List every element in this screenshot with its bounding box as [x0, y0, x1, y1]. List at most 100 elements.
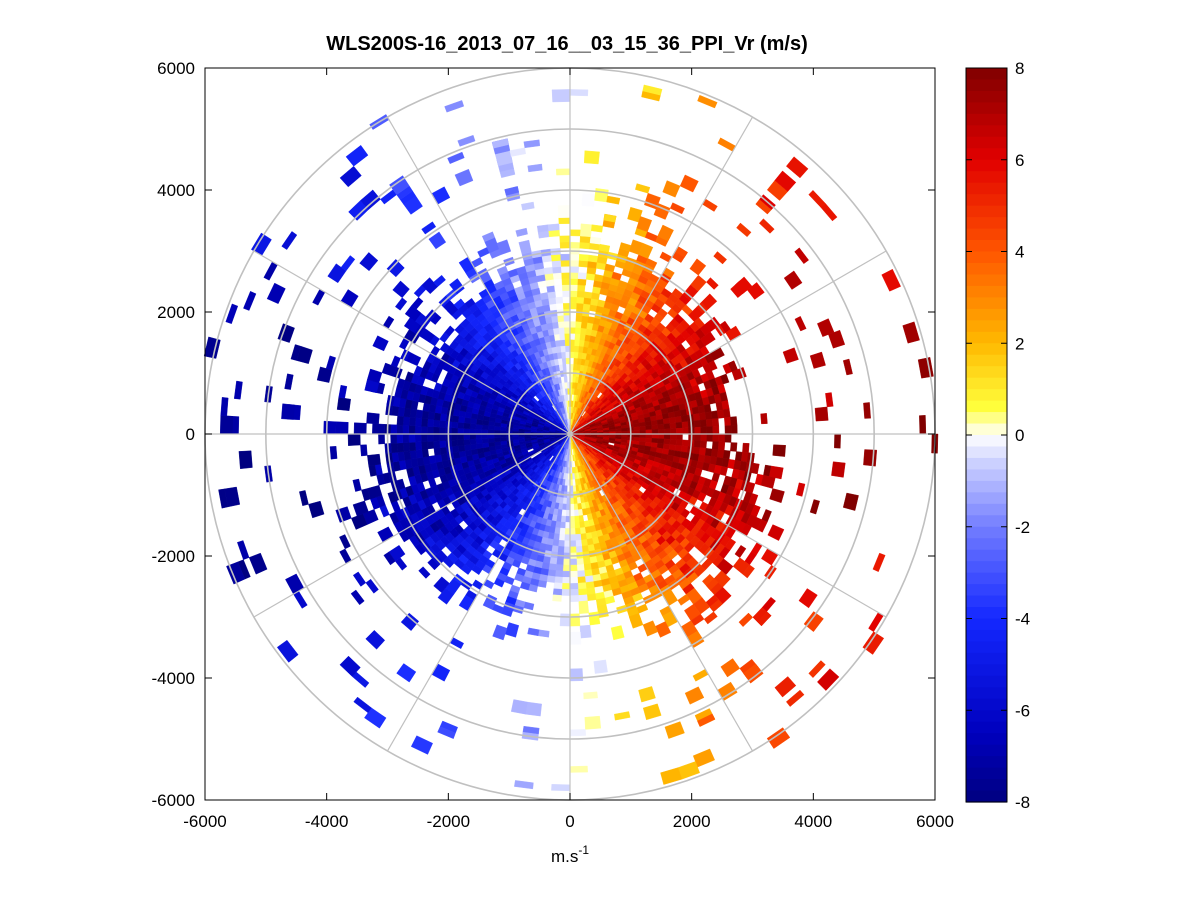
velocity-cell [668, 417, 677, 424]
velocity-cell [583, 150, 600, 165]
colorbar-segment [966, 308, 1007, 321]
velocity-cell [569, 235, 581, 243]
velocity-cell [439, 420, 447, 428]
velocity-cell [233, 380, 243, 400]
velocity-cell [645, 433, 653, 439]
velocity-cell [420, 433, 428, 443]
velocity-cell [569, 558, 578, 566]
velocity-cell [704, 411, 713, 420]
colorbar-segment [966, 480, 1007, 493]
velocity-cell [402, 424, 410, 435]
velocity-cell [569, 272, 579, 279]
velocity-cell [426, 426, 434, 435]
velocity-cell [584, 291, 593, 299]
velocity-cell [481, 429, 489, 435]
velocity-cell [574, 515, 580, 523]
velocity-cell [591, 224, 604, 233]
velocity-cell [390, 424, 398, 435]
velocity-cell [336, 397, 351, 411]
velocity-cell [437, 726, 456, 739]
velocity-cell [577, 582, 587, 590]
velocity-cell [560, 515, 566, 523]
colorbar-segment [966, 102, 1007, 115]
colorbar-segment [966, 331, 1007, 344]
velocity-cell [561, 357, 567, 365]
velocity-cell [575, 539, 583, 547]
velocity-cell [774, 676, 797, 698]
velocity-cell [677, 594, 691, 606]
velocity-cell [742, 442, 750, 454]
velocity-cell [414, 425, 422, 435]
velocity-cell [562, 570, 571, 578]
velocity-cell [547, 223, 560, 232]
velocity-cell [569, 296, 578, 304]
velocity-cell [453, 298, 465, 310]
velocity-cell [378, 433, 385, 445]
velocity-cell [584, 575, 594, 583]
velocity-cell [444, 325, 455, 337]
velocity-cell [628, 613, 644, 629]
velocity-cell [564, 522, 571, 529]
velocity-cell [463, 433, 471, 440]
velocity-cell [842, 358, 853, 376]
velocity-cell [569, 339, 576, 346]
velocity-cell [551, 315, 559, 323]
velocity-cell [798, 588, 818, 609]
velocity-cell [711, 441, 720, 450]
velocity-cell [747, 282, 765, 300]
velocity-cell [433, 274, 446, 287]
colorbar-segment [966, 423, 1007, 436]
velocity-cell [569, 327, 576, 334]
velocity-cell [557, 205, 571, 218]
velocity-cell [575, 327, 582, 335]
velocity-cell [700, 331, 716, 347]
y-tick-label: 6000 [157, 59, 195, 78]
velocity-cell [675, 421, 683, 429]
velocity-cell [237, 540, 250, 560]
velocity-cell [551, 89, 571, 103]
velocity-cell [645, 258, 658, 269]
velocity-cell [706, 433, 714, 442]
velocity-cell [603, 213, 617, 223]
velocity-cell [756, 611, 772, 627]
velocity-cell [724, 425, 732, 435]
velocity-cell [743, 663, 764, 684]
chart-title: WLS200S-16_2013_07_16__03_15_36_PPI_Vr (… [326, 33, 807, 55]
velocity-cell [562, 558, 571, 566]
velocity-cell [580, 539, 588, 547]
velocity-cell [569, 631, 582, 645]
velocity-cell [556, 558, 564, 566]
velocity-cell [651, 429, 659, 435]
velocity-cell [742, 564, 755, 579]
velocity-cell [548, 229, 560, 238]
velocity-cell [569, 595, 580, 603]
velocity-cell [514, 780, 534, 790]
velocity-cell [642, 620, 659, 637]
velocity-cell [387, 491, 398, 504]
colorbar-segment [966, 549, 1007, 562]
velocity-cell [586, 593, 597, 602]
velocity-cell [548, 297, 557, 305]
velocity-cell [574, 345, 580, 353]
velocity-cell [809, 499, 820, 515]
velocity-cell [662, 418, 671, 425]
velocity-cell [281, 231, 298, 250]
velocity-cell [638, 242, 654, 259]
velocity-cell [766, 727, 791, 749]
velocity-cell [400, 612, 420, 631]
x-tick-label: -2000 [427, 812, 470, 831]
velocity-cell [582, 303, 591, 311]
colorbar-segment [966, 687, 1007, 700]
velocity-cell [767, 524, 785, 541]
velocity-cell [537, 629, 550, 638]
velocity-cell [427, 411, 436, 420]
velocity-cell [558, 327, 565, 335]
velocity-cell [367, 368, 383, 383]
velocity-cell [339, 534, 351, 550]
velocity-cell [487, 437, 495, 443]
velocity-cell [760, 413, 768, 425]
velocity-cell [872, 552, 886, 572]
velocity-cell [692, 413, 701, 422]
velocity-cell [396, 415, 404, 426]
velocity-cell [510, 699, 528, 715]
